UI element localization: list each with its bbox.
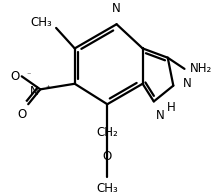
Text: N: N	[156, 109, 164, 122]
Text: ⁺: ⁺	[45, 84, 50, 93]
Text: N: N	[30, 85, 39, 98]
Text: N: N	[183, 77, 191, 90]
Text: N: N	[112, 2, 121, 15]
Text: ⁻: ⁻	[26, 71, 31, 80]
Text: CH₃: CH₃	[96, 182, 118, 195]
Text: NH₂: NH₂	[190, 62, 212, 75]
Text: O: O	[17, 108, 26, 121]
Text: CH₃: CH₃	[31, 16, 52, 29]
Text: H: H	[167, 102, 176, 114]
Text: CH₂: CH₂	[96, 126, 118, 139]
Text: O: O	[11, 70, 20, 83]
Text: O: O	[103, 150, 112, 163]
